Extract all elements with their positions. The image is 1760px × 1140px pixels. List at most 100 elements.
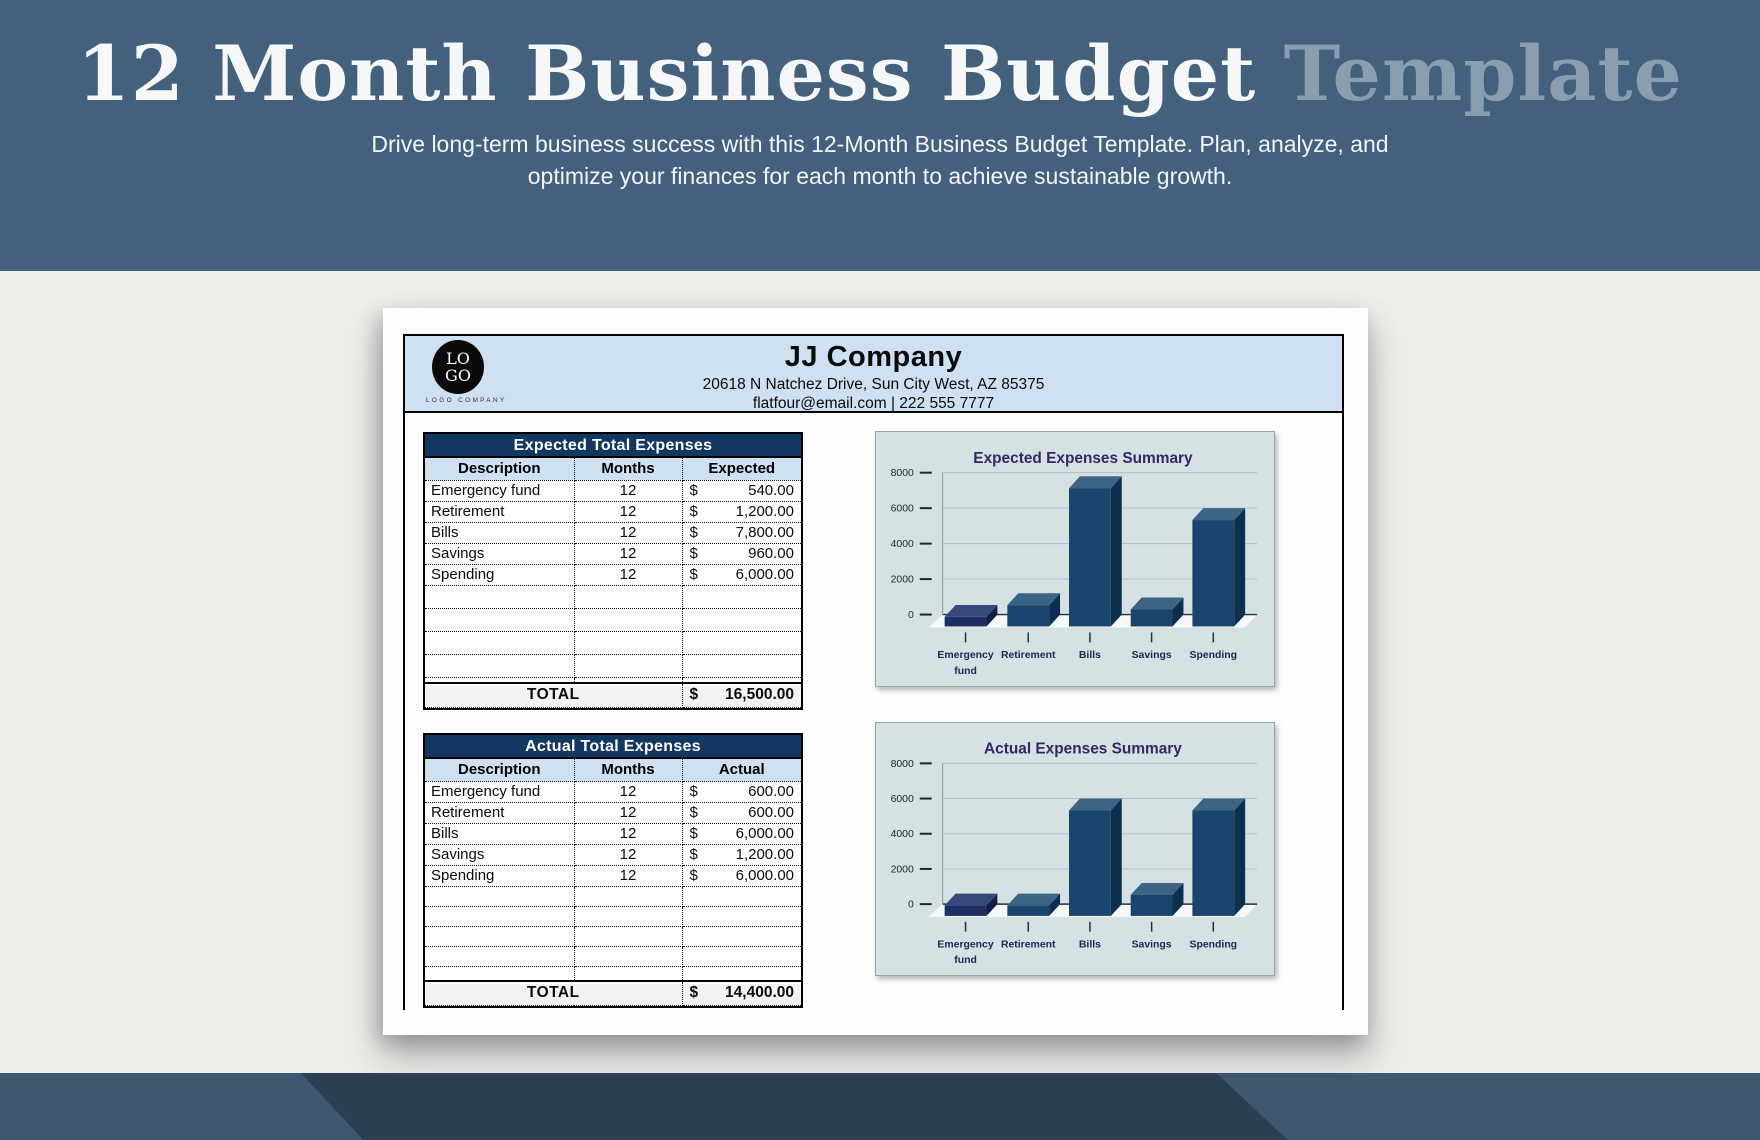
- expected-expenses-table: Expected Total Expenses Description Mont…: [423, 432, 803, 710]
- cell-amount: $6,000.00: [682, 564, 801, 586]
- cell-months: 12: [574, 522, 683, 544]
- cell-empty: [682, 906, 801, 927]
- amount-value: 6,000.00: [735, 825, 794, 842]
- bar-savings: [1130, 883, 1184, 916]
- cell-empty: [425, 966, 575, 981]
- cell-empty: [682, 585, 801, 609]
- cell-empty: [574, 966, 683, 981]
- cell-empty: [574, 677, 683, 683]
- table-row: Emergency fund 12 $540.00: [425, 480, 801, 502]
- x-axis-label: Savings: [1132, 650, 1172, 661]
- bar-emergency-fund: [944, 893, 998, 916]
- x-axis-label: Savings: [1132, 939, 1172, 950]
- cell-empty: [425, 926, 575, 947]
- cell-empty: [574, 886, 683, 907]
- amount-value: 600.00: [748, 783, 794, 800]
- cell-empty: [574, 654, 683, 678]
- hero-banner: 12 Month Business Budget Template Drive …: [0, 0, 1760, 271]
- y-axis-label: 6000: [891, 794, 914, 805]
- bar-spending: [1192, 508, 1246, 627]
- y-axis-label: 8000: [891, 468, 914, 479]
- budget-sheet: LO GO LOGO COMPANY JJ Company 20618 N Na…: [383, 308, 1368, 1035]
- actual-expenses-table: Actual Total Expenses Description Months…: [423, 733, 803, 1008]
- x-axis-label: fund: [954, 955, 977, 966]
- sheet-frame: LO GO LOGO COMPANY JJ Company 20618 N Na…: [403, 334, 1344, 1010]
- bottom-band: [0, 1073, 1760, 1140]
- cell-empty: [682, 654, 801, 678]
- bar-retirement: [1007, 593, 1061, 627]
- cell-description: Spending: [425, 564, 575, 586]
- table-row: [425, 886, 801, 907]
- bar-savings: [1130, 597, 1184, 627]
- logo-caption: LOGO COMPANY: [426, 397, 507, 404]
- amount-value: 6,000.00: [735, 566, 794, 583]
- table-title: Actual Total Expenses: [425, 735, 801, 759]
- cell-description: Bills: [425, 823, 575, 845]
- chart-title: Expected Expenses Summary: [973, 450, 1193, 467]
- cell-empty: [574, 585, 683, 609]
- logo-line1: LO: [446, 349, 470, 368]
- y-axis-label: 0: [908, 610, 914, 621]
- company-logo: LO GO LOGO COMPANY: [426, 340, 507, 404]
- company-address: 20618 N Natchez Drive, Sun City West, AZ…: [702, 376, 1045, 393]
- y-axis-label: 2000: [891, 864, 914, 875]
- cell-empty: [425, 585, 575, 609]
- bar-emergency-fund: [944, 604, 998, 627]
- cell-months: 12: [574, 564, 683, 586]
- amount-value: 7,800.00: [735, 524, 794, 541]
- cell-amount: $1,200.00: [682, 501, 801, 523]
- currency-symbol: $: [689, 984, 699, 1002]
- currency-symbol: $: [689, 545, 698, 562]
- cell-empty: [574, 946, 683, 967]
- x-axis-label: Spending: [1190, 939, 1238, 950]
- cell-empty: [574, 608, 683, 632]
- cell-months: 12: [574, 480, 683, 502]
- table-row: [425, 631, 801, 655]
- amount-value: 6,000.00: [735, 867, 794, 884]
- table-row: [425, 608, 801, 632]
- table-row: [425, 946, 801, 967]
- page-title-accent: Template: [1283, 29, 1683, 118]
- page-title-main: 12 Month Business Budget: [77, 29, 1257, 118]
- bar-bills: [1069, 476, 1122, 627]
- actual-expenses-chart: Actual Expenses Summary 8000 6000 4000 2000 0…: [875, 722, 1275, 976]
- table-row: Retirement 12 $1,200.00: [425, 501, 801, 523]
- table-row: [425, 654, 801, 678]
- cell-months: 12: [574, 781, 683, 803]
- page-subtitle-line1: Drive long-term business success with th…: [371, 131, 1389, 157]
- page-subtitle-line2: optimize your finances for each month to…: [527, 163, 1233, 189]
- page-subtitle: Drive long-term business success with th…: [371, 128, 1388, 192]
- total-amount: 14,400.00: [725, 984, 794, 1002]
- cell-empty: [425, 886, 575, 907]
- cell-amount: $960.00: [682, 543, 801, 565]
- cell-months: 12: [574, 844, 683, 866]
- cell-empty: [682, 631, 801, 655]
- total-amount: 16,500.00: [725, 686, 794, 704]
- cell-amount: $1,200.00: [682, 844, 801, 866]
- y-axis-label: 6000: [891, 504, 914, 515]
- bar-spending: [1192, 798, 1246, 916]
- cell-months: 12: [574, 543, 683, 565]
- currency-symbol: $: [689, 825, 698, 842]
- table-row: Retirement 12 $600.00: [425, 802, 801, 824]
- cell-description: Bills: [425, 522, 575, 544]
- table-row: [425, 585, 801, 609]
- table-row: [425, 677, 801, 683]
- x-axis-label: Bills: [1079, 650, 1101, 661]
- cell-description: Retirement: [425, 802, 575, 824]
- x-axis-label: Spending: [1190, 650, 1238, 661]
- table-row: [425, 966, 801, 981]
- chart-canvas: Expected Expenses Summary 8000 6000 4000 200…: [891, 450, 1258, 677]
- currency-symbol: $: [689, 686, 699, 704]
- total-label: TOTAL: [425, 682, 683, 708]
- table-row: Bills 12 $7,800.00: [425, 522, 801, 544]
- page-title: 12 Month Business Budget Template: [77, 30, 1683, 118]
- page-cast-shadow: [295, 1073, 1295, 1140]
- cell-empty: [682, 966, 801, 981]
- table-row: Emergency fund 12 $600.00: [425, 781, 801, 803]
- currency-symbol: $: [689, 524, 698, 541]
- x-axis-label: Bills: [1079, 939, 1101, 950]
- currency-symbol: $: [689, 804, 698, 821]
- x-axis-label: fund: [954, 666, 977, 677]
